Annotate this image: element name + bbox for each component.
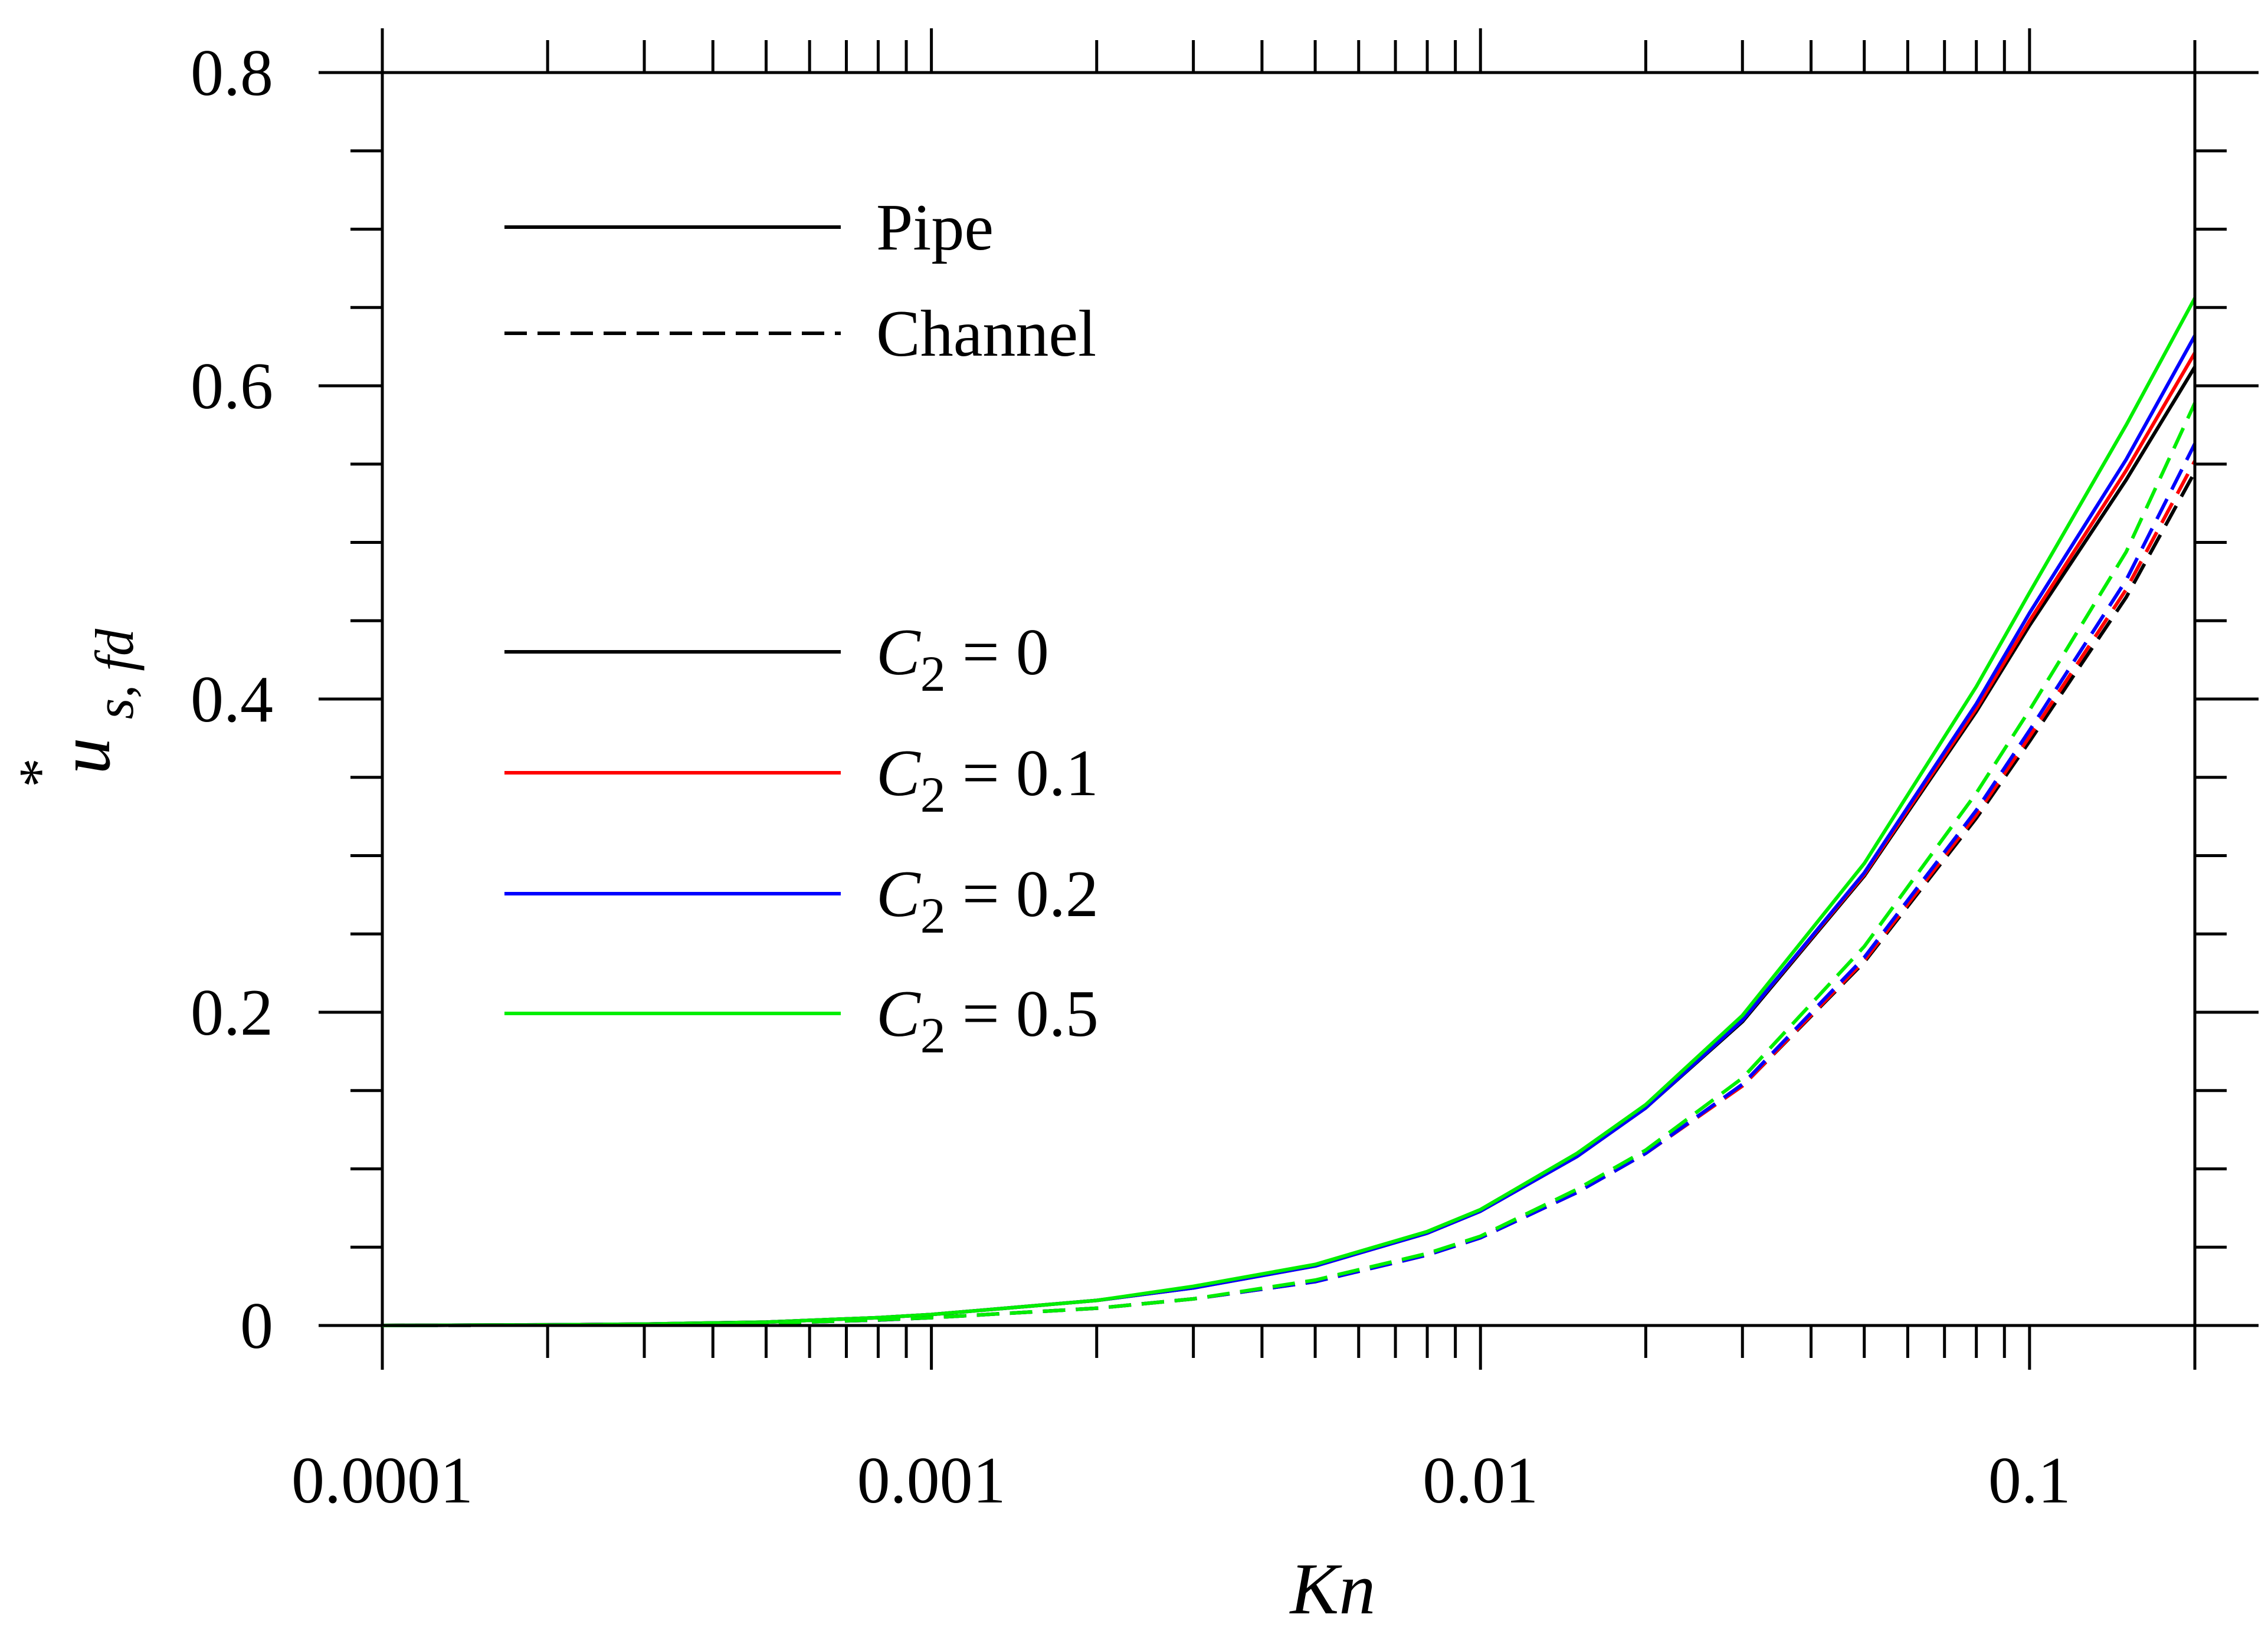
x-axis-label: Kn xyxy=(1289,1548,1376,1629)
legend-label-value: = 0.2 xyxy=(946,858,1099,931)
legend-label-subscript: 2 xyxy=(920,645,946,702)
legend-label-value: = 0.1 xyxy=(946,737,1099,810)
legend-label-subscript: 2 xyxy=(920,766,946,823)
plot-frame xyxy=(381,71,2197,1327)
axis-ticks xyxy=(319,28,2259,1370)
y-axis-label-superscript: * xyxy=(6,758,72,788)
y-axis-label: u s, fd * xyxy=(6,611,149,788)
x-tick-label: 0.01 xyxy=(1423,1444,1538,1517)
legend-label-channel: Channel xyxy=(876,297,1096,370)
y-tick-label: 0.2 xyxy=(191,976,273,1049)
y-axis-label-subscript: s, fd xyxy=(84,628,145,719)
channel-series-line xyxy=(382,402,2197,1327)
legend-label-c2: C2 = 0.5 xyxy=(876,977,1099,1064)
legend-label-c2: C2 = 0.1 xyxy=(876,737,1099,823)
legend-label-variable: C xyxy=(876,977,921,1051)
x-tick-label: 0.001 xyxy=(857,1444,1006,1517)
legend-label-variable: C xyxy=(876,737,921,810)
x-tick-label: 0.0001 xyxy=(291,1444,473,1517)
x-tick-label: 0.1 xyxy=(1988,1444,2071,1517)
y-axis-label-base: u xyxy=(44,737,125,774)
legend-label-value: = 0 xyxy=(946,616,1049,689)
legend-label-pipe: Pipe xyxy=(876,191,994,264)
svg-text:u s, fd *: u s, fd * xyxy=(6,611,149,788)
legend-label-variable: C xyxy=(876,858,921,931)
y-tick-label: 0 xyxy=(240,1290,273,1363)
y-tick-label: 0.8 xyxy=(191,37,273,110)
y-tick-label: 0.4 xyxy=(191,663,273,736)
legend-label-variable: C xyxy=(876,616,921,689)
legend-label-subscript: 2 xyxy=(920,1007,946,1064)
legend-label-c2: C2 = 0.2 xyxy=(876,858,1099,944)
legend-label-c2: C2 = 0 xyxy=(876,616,1049,702)
legend-label-subscript: 2 xyxy=(920,887,946,944)
series-layer xyxy=(382,297,2197,1327)
legend-label-value: = 0.5 xyxy=(946,977,1099,1051)
tick-labels: 0.0001 0.001 0.01 0.1 0 0.2 0.4 0.6 0.8 xyxy=(191,37,2071,1517)
y-tick-label: 0.6 xyxy=(191,350,273,423)
